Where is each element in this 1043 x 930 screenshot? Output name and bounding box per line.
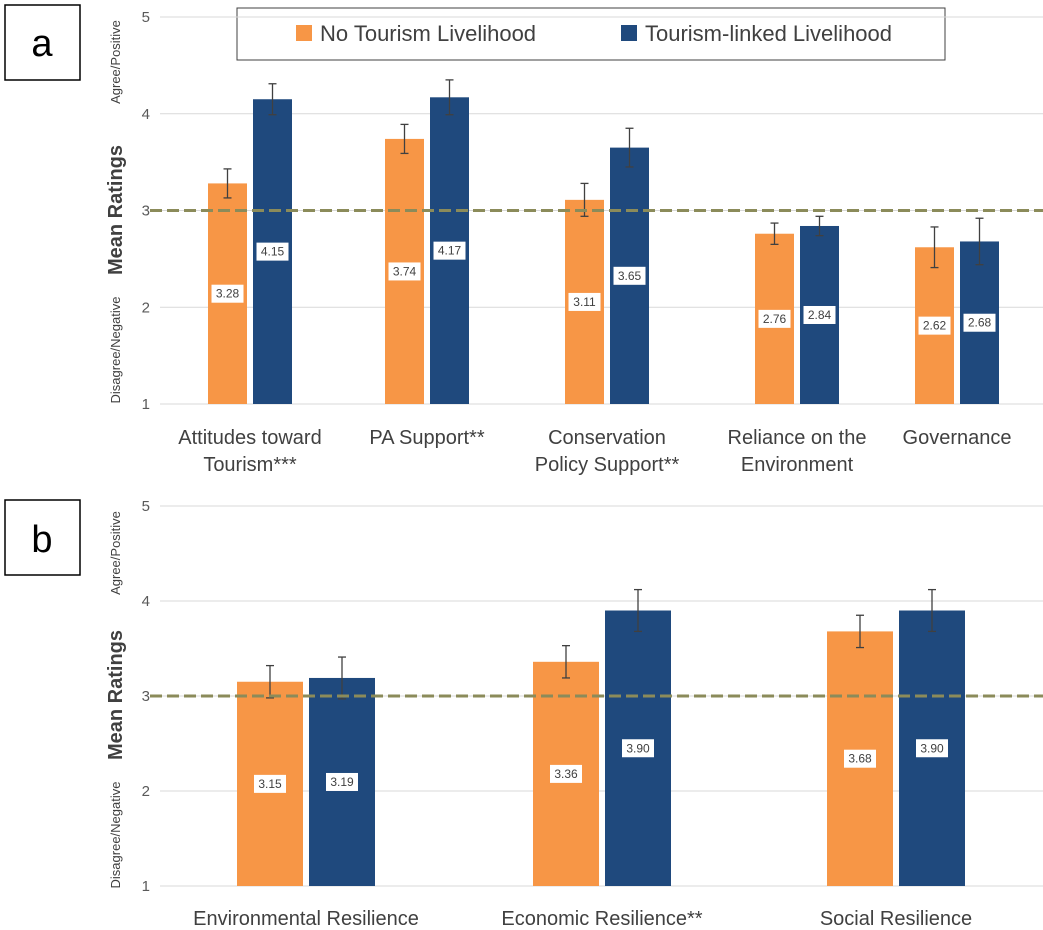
x-category-label: PA Support** (369, 427, 484, 449)
data-label-box (963, 313, 996, 332)
data-label-box (326, 772, 358, 791)
y-tick-label: 1 (142, 396, 150, 413)
panel-a-ylabel-top: Agree/Positive (108, 20, 123, 104)
data-label: 2.84 (808, 308, 832, 322)
data-label-box (803, 305, 836, 324)
data-label: 3.28 (216, 287, 240, 301)
panel-a-letter: a (31, 23, 53, 65)
y-tick-label: 5 (142, 498, 150, 515)
data-label-box (844, 749, 876, 768)
data-label-box (256, 242, 289, 261)
data-label: 3.90 (626, 741, 650, 755)
panel-b-yaxis-title: Mean Ratings Agree/Positive Disagree/Neg… (105, 511, 127, 888)
data-label: 3.90 (920, 741, 944, 755)
x-category-label: Governance (903, 427, 1012, 449)
data-label-box (433, 241, 466, 260)
x-category-label: Policy Support** (535, 454, 680, 476)
y-tick-label: 4 (142, 106, 150, 123)
data-label: 4.15 (261, 245, 285, 259)
data-label: 3.15 (258, 777, 282, 791)
y-tick-label: 3 (142, 203, 150, 220)
data-label: 2.76 (763, 312, 787, 326)
data-label: 2.62 (923, 319, 947, 333)
x-category-label: Environmental Resilience (193, 908, 419, 930)
legend: No Tourism Livelihood Tourism-linked Liv… (236, 7, 946, 61)
legend-swatch-tourism-linked (621, 25, 637, 41)
x-category-label: Attitudes toward (178, 427, 321, 449)
data-label-box (211, 284, 244, 303)
x-category-label: Environment (741, 454, 854, 476)
x-category-label: Conservation (548, 427, 666, 449)
panel-a-yaxis-title: Mean Ratings Agree/Positive Disagree/Neg… (105, 20, 127, 403)
y-tick-label: 5 (142, 9, 150, 26)
panel-b-ylabel: Mean Ratings (105, 630, 127, 760)
y-tick-label: 2 (142, 299, 150, 316)
legend-swatch-no-tourism (296, 25, 312, 41)
panel-b-plot: 1 2 3 4 5 3.15 3.36 3.68 3.19 3.90 3.90 Environment… (142, 498, 1043, 930)
panel-b-label: b (4, 499, 81, 576)
legend-label-no-tourism: No Tourism Livelihood (320, 21, 536, 46)
panel-a-ylabel: Mean Ratings (105, 145, 127, 275)
x-category-label: Social Resilience (820, 908, 972, 930)
data-label-box (388, 262, 421, 281)
data-label-box (916, 739, 948, 758)
x-category-label: Reliance on the (728, 427, 867, 449)
data-label: 3.36 (554, 767, 578, 781)
data-label-box (918, 316, 951, 335)
data-label: 3.11 (573, 295, 596, 309)
data-label: 2.68 (968, 316, 992, 330)
x-category-label: Economic Resilience** (501, 908, 702, 930)
panel-a-plot: 1 2 3 4 5 3.28 3.74 3.11 2.76 2.62 4.15 4.17 3.65 2.8… (142, 9, 1043, 476)
data-label: 3.74 (393, 264, 417, 278)
panel-a-ylabel-bottom: Disagree/Negative (108, 297, 123, 404)
x-category-label: Tourism*** (203, 454, 297, 476)
data-label-box (568, 292, 601, 311)
panel-b-ylabel-bottom: Disagree/Negative (108, 782, 123, 889)
y-tick-label: 2 (142, 783, 150, 800)
data-label: 4.17 (438, 244, 462, 258)
data-label-box (622, 739, 654, 758)
data-label-box (758, 309, 791, 328)
data-label: 3.65 (618, 269, 642, 283)
y-tick-label: 4 (142, 593, 150, 610)
data-label: 3.19 (330, 775, 354, 789)
y-tick-label: 3 (142, 688, 150, 705)
panel-b-letter: b (31, 519, 52, 561)
y-tick-label: 1 (142, 878, 150, 895)
legend-label-tourism-linked: Tourism-linked Livelihood (645, 21, 892, 46)
data-label-box (254, 774, 286, 793)
panel-a-label: a (4, 4, 81, 81)
data-label-box (550, 764, 582, 783)
panel-b-ylabel-top: Agree/Positive (108, 511, 123, 595)
data-label: 3.68 (848, 752, 872, 766)
data-label-box (613, 266, 646, 285)
